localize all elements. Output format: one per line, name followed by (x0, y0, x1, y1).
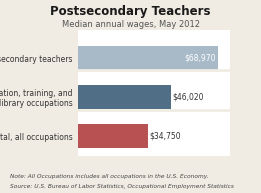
Bar (78, 85, 171, 109)
Text: $68,970: $68,970 (184, 53, 216, 63)
Text: Postsecondary Teachers: Postsecondary Teachers (50, 5, 211, 18)
Bar (78, 124, 149, 148)
Text: Note: All Occupations includes all occupations in the U.S. Economy.: Note: All Occupations includes all occup… (10, 174, 209, 179)
Text: Source: U.S. Bureau of Labor Statistics, Occupational Employment Statistics: Source: U.S. Bureau of Labor Statistics,… (10, 184, 234, 189)
Text: $46,020: $46,020 (173, 92, 204, 102)
Text: Median annual wages, May 2012: Median annual wages, May 2012 (62, 20, 199, 29)
Text: $34,750: $34,750 (150, 132, 181, 141)
Bar (78, 46, 217, 70)
